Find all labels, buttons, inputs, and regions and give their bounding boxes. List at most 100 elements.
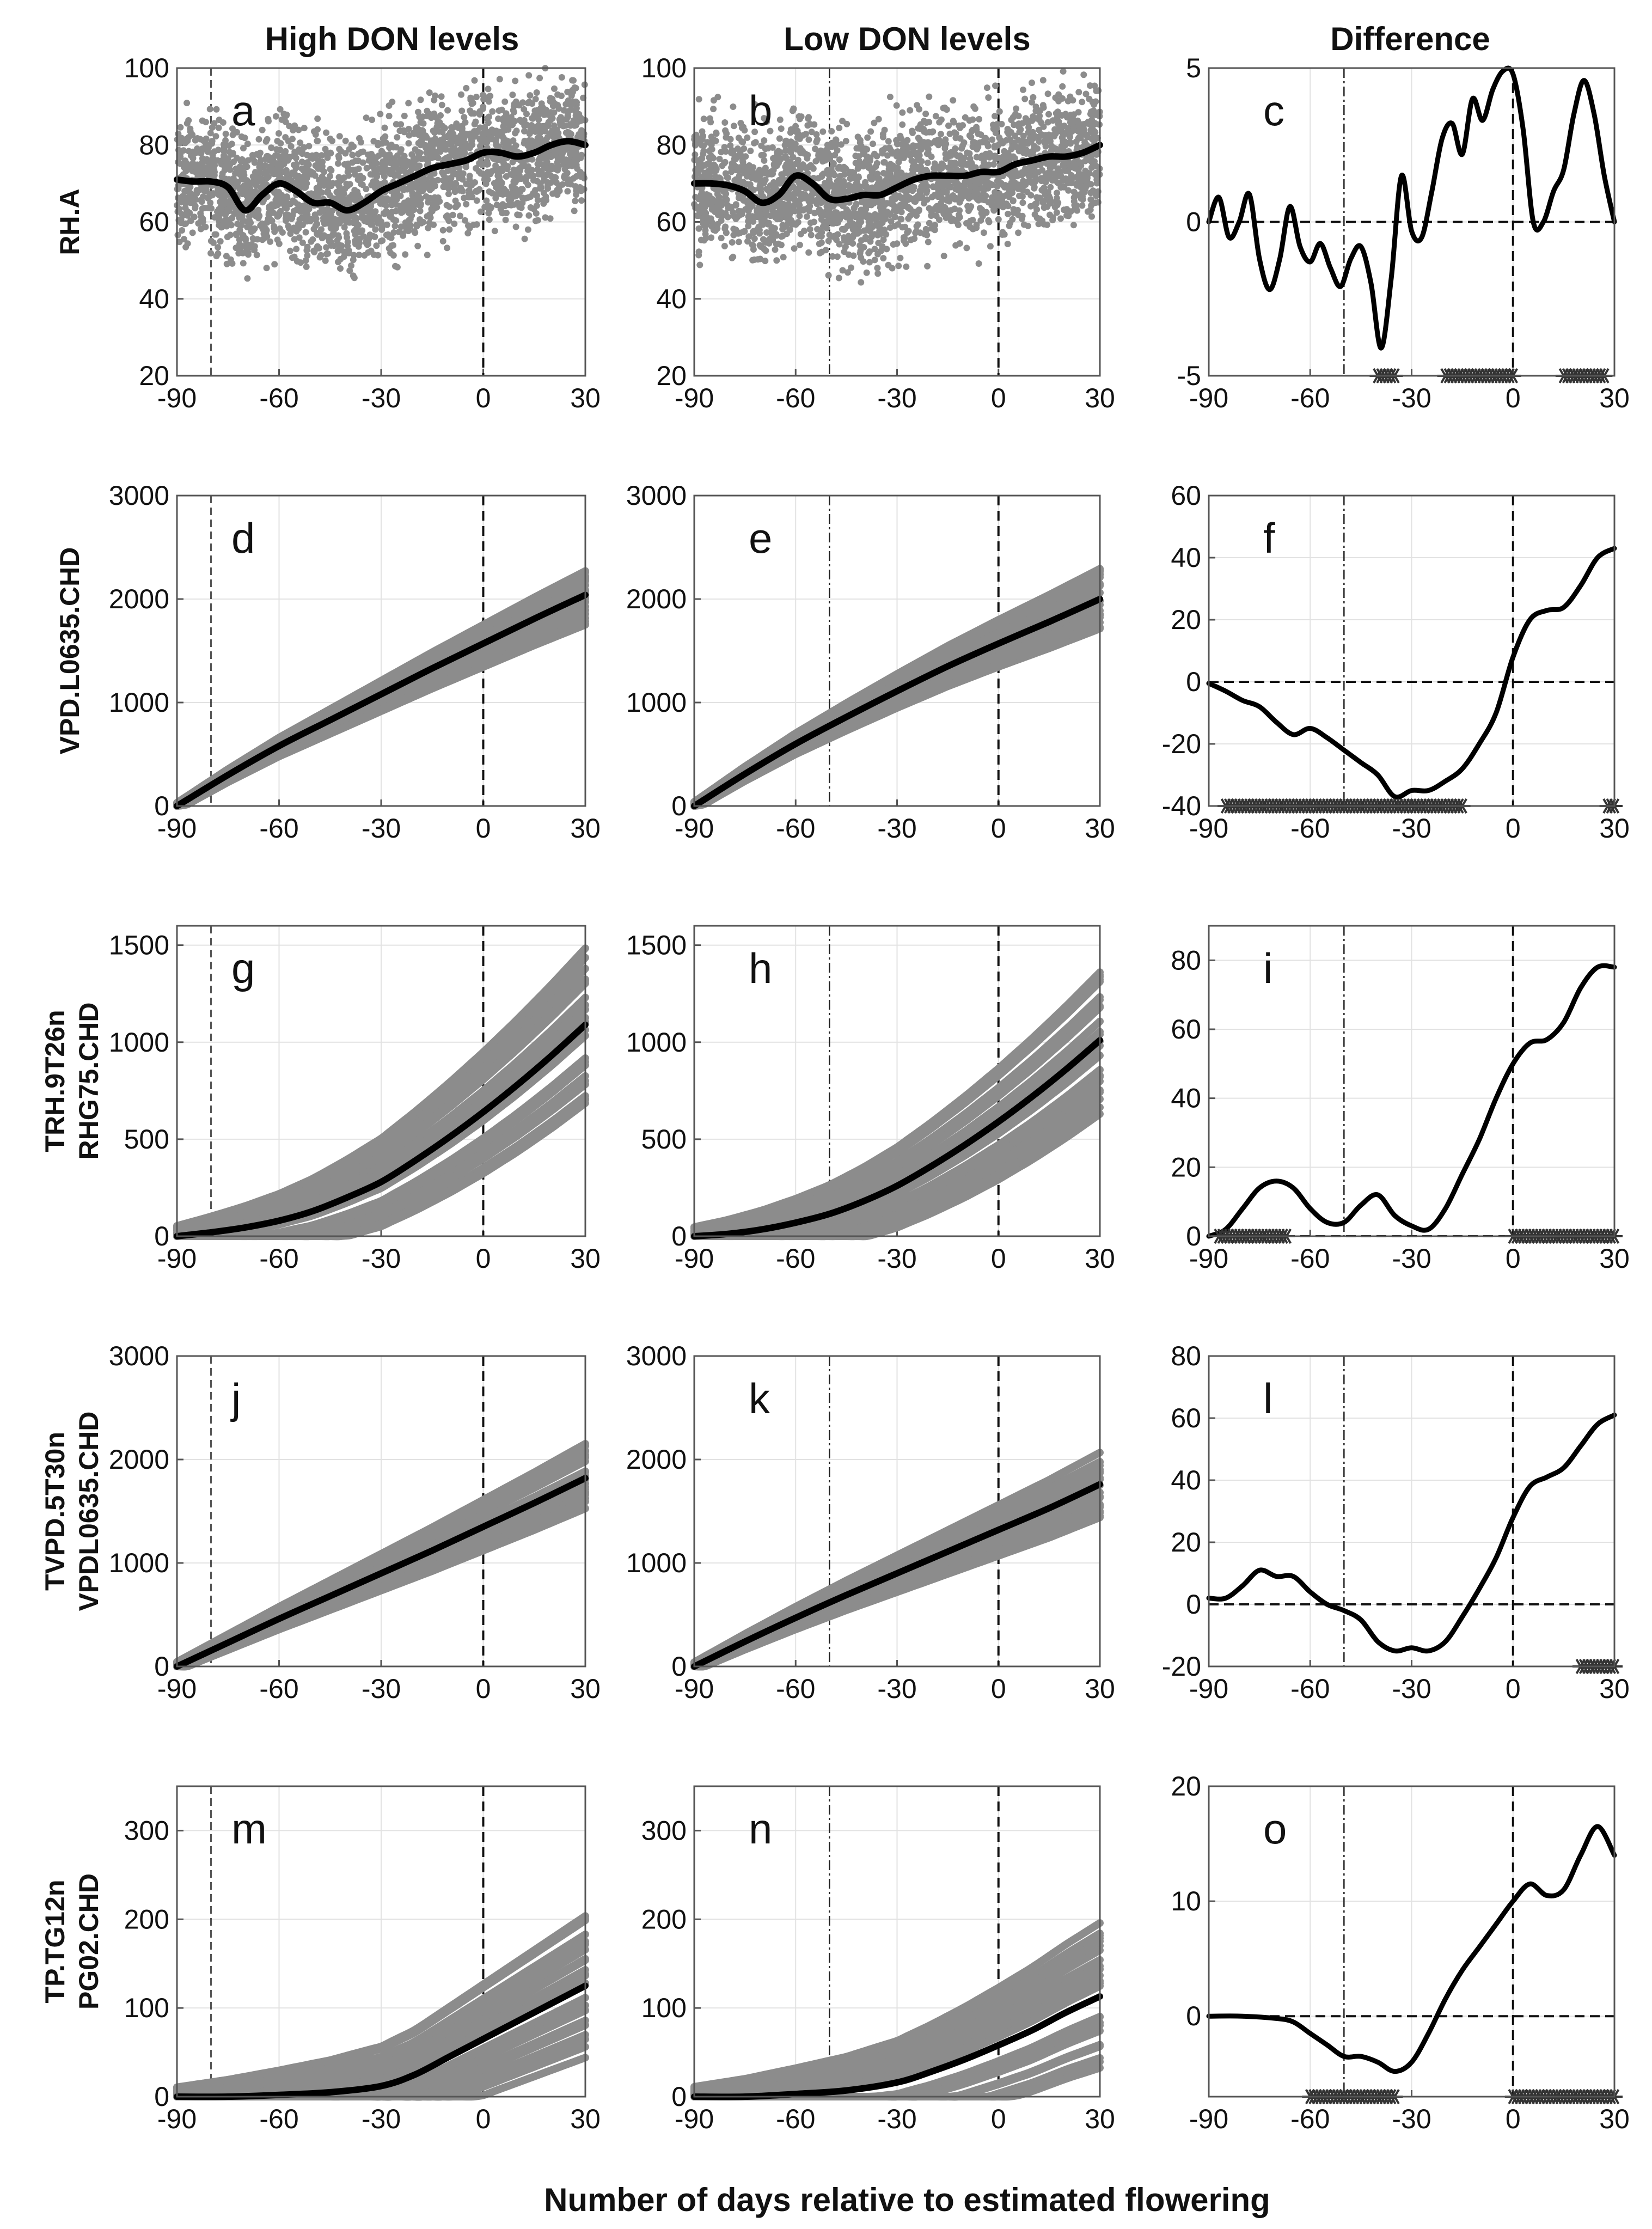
data-point bbox=[852, 187, 859, 194]
data-point bbox=[335, 174, 342, 181]
data-point bbox=[359, 227, 366, 234]
data-point bbox=[1088, 213, 1095, 220]
data-point bbox=[916, 106, 922, 113]
data-point bbox=[772, 246, 779, 253]
x-tick-label: -90 bbox=[157, 383, 197, 413]
data-point bbox=[1054, 108, 1061, 115]
data-point bbox=[782, 168, 790, 175]
data-point bbox=[212, 231, 219, 238]
data-point bbox=[909, 129, 916, 136]
data-point bbox=[950, 119, 957, 126]
data-point bbox=[992, 189, 999, 196]
data-point bbox=[845, 251, 852, 258]
data-point bbox=[256, 212, 263, 219]
data-point bbox=[1009, 197, 1017, 204]
data-point bbox=[749, 242, 756, 249]
data-point bbox=[1048, 143, 1055, 150]
y-tick-label: 20 bbox=[656, 361, 687, 391]
data-point bbox=[540, 200, 547, 207]
data-point bbox=[558, 93, 565, 99]
data-point bbox=[807, 219, 814, 227]
data-point bbox=[512, 130, 519, 137]
data-point bbox=[533, 89, 540, 96]
data-point bbox=[174, 194, 181, 201]
data-point bbox=[1006, 222, 1013, 229]
data-point bbox=[323, 129, 330, 136]
data-point bbox=[1088, 136, 1096, 143]
data-point bbox=[860, 162, 867, 169]
data-point bbox=[885, 169, 892, 176]
data-point bbox=[296, 234, 303, 241]
data-point bbox=[439, 237, 446, 245]
data-point bbox=[732, 201, 739, 208]
data-point bbox=[187, 190, 194, 197]
data-point bbox=[215, 124, 222, 131]
data-point bbox=[1021, 95, 1029, 102]
data-point bbox=[708, 152, 715, 160]
data-point bbox=[959, 156, 966, 163]
data-point bbox=[226, 142, 232, 149]
data-point bbox=[813, 138, 820, 145]
data-point bbox=[379, 237, 386, 244]
data-point bbox=[309, 236, 316, 243]
data-point bbox=[509, 183, 516, 190]
data-point bbox=[924, 160, 931, 166]
data-point bbox=[883, 246, 890, 253]
data-point bbox=[792, 221, 799, 228]
data-point bbox=[426, 89, 433, 96]
data-point bbox=[424, 213, 431, 220]
data-point bbox=[368, 150, 375, 157]
data-point bbox=[899, 121, 906, 128]
data-point bbox=[852, 225, 858, 232]
data-point bbox=[885, 261, 892, 268]
data-point bbox=[1087, 190, 1094, 197]
data-point bbox=[272, 166, 279, 173]
data-point bbox=[762, 258, 769, 265]
data-point bbox=[852, 152, 859, 160]
data-point bbox=[369, 233, 376, 240]
data-point bbox=[874, 270, 882, 277]
data-point bbox=[748, 174, 755, 181]
data-point bbox=[287, 247, 293, 254]
data-point bbox=[923, 119, 929, 126]
data-point bbox=[1074, 127, 1081, 135]
data-point bbox=[189, 160, 197, 167]
data-point bbox=[198, 198, 205, 205]
data-point bbox=[1030, 94, 1037, 101]
data-point bbox=[277, 140, 284, 147]
data-point bbox=[552, 174, 559, 181]
data-point bbox=[244, 275, 251, 282]
data-point bbox=[881, 126, 888, 133]
data-point bbox=[463, 200, 470, 207]
data-point bbox=[769, 170, 776, 178]
data-point bbox=[577, 173, 584, 180]
data-point bbox=[695, 252, 702, 259]
data-point bbox=[839, 267, 846, 274]
data-point bbox=[405, 140, 412, 147]
data-point bbox=[1081, 139, 1088, 146]
data-point bbox=[989, 136, 996, 143]
data-point bbox=[387, 249, 394, 257]
data-point bbox=[355, 243, 362, 250]
data-point bbox=[277, 106, 284, 113]
data-point bbox=[262, 229, 270, 236]
data-point bbox=[501, 98, 509, 105]
data-point bbox=[754, 256, 761, 263]
data-point bbox=[432, 200, 439, 207]
data-point bbox=[458, 91, 464, 98]
data-point bbox=[314, 137, 321, 144]
data-point bbox=[227, 231, 234, 239]
data-point bbox=[1048, 198, 1055, 205]
data-point bbox=[325, 182, 332, 190]
data-point bbox=[462, 217, 468, 224]
data-point bbox=[1071, 201, 1078, 209]
data-point bbox=[321, 176, 328, 183]
data-point bbox=[304, 252, 311, 259]
data-point bbox=[239, 249, 246, 257]
data-point bbox=[391, 223, 399, 229]
data-point bbox=[381, 151, 388, 158]
data-point bbox=[494, 143, 501, 150]
data-point bbox=[995, 216, 1002, 223]
data-point bbox=[806, 226, 813, 233]
data-point bbox=[904, 137, 911, 144]
